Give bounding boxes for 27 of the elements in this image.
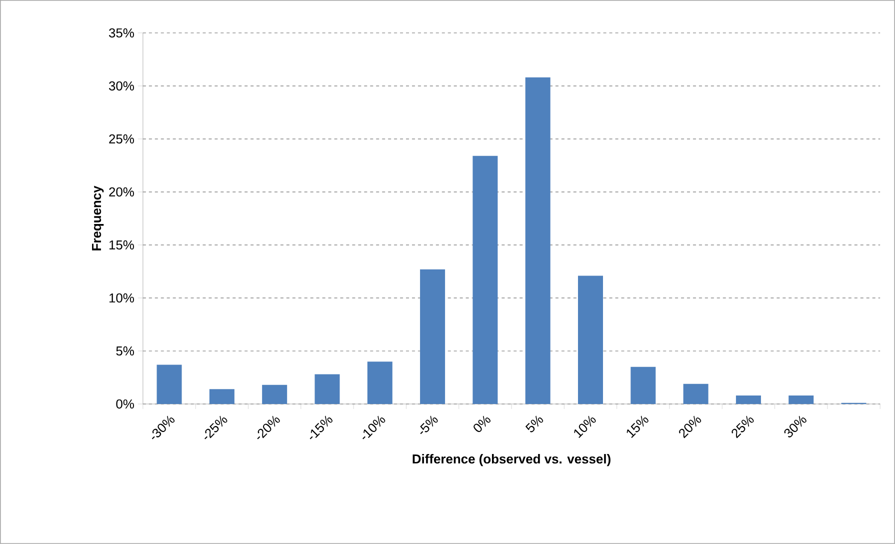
x-tick-label: -5%	[420, 416, 438, 434]
x-tick-label: 5%	[525, 416, 544, 432]
y-tick-label: 20%	[109, 187, 134, 197]
bar	[472, 156, 498, 404]
y-tick-label: 30%	[108, 81, 134, 91]
bar	[630, 366, 656, 404]
bar	[788, 396, 814, 404]
x-tick-label: 0%	[474, 416, 490, 432]
bar	[314, 374, 340, 404]
y-tick-label: 15%	[109, 240, 134, 250]
bar	[367, 362, 392, 404]
bar	[262, 384, 288, 404]
bar	[525, 77, 550, 404]
bar	[209, 389, 234, 404]
bar	[683, 384, 708, 404]
y-tick-label: 10%	[109, 293, 134, 303]
bar	[420, 269, 446, 404]
y-tick-label: 5%	[116, 346, 134, 356]
y-tick-label: 25%	[109, 134, 134, 144]
bar	[578, 276, 603, 404]
x-axis-title: Difference (observed vs. vessel)	[412, 454, 610, 466]
y-axis-title: Frequency	[92, 186, 104, 250]
bar	[156, 364, 182, 404]
bar	[736, 396, 761, 404]
y-tick-label: 35%	[108, 28, 134, 38]
y-tick-label: 0%	[116, 399, 134, 409]
x-tick-label: 30%	[784, 416, 806, 438]
